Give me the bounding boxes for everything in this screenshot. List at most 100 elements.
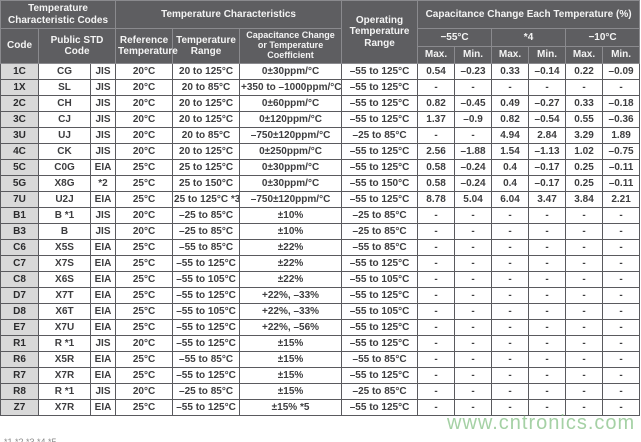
std-org-cell: EIA [89,255,117,272]
public-std-code-cell: CJ [38,111,91,128]
cap-change-value-cell: - [454,399,493,416]
cap-change-value-cell: - [602,287,641,304]
cap-change-value-cell: - [565,271,604,288]
public-std-code-cell: UJ [38,127,91,144]
cap-change-value-cell: - [528,399,567,416]
operating-range-cell: –55 to 125°C [341,287,419,304]
cap-change-value-cell: - [602,319,641,336]
cap-change-value-cell: - [565,351,604,368]
cap-change-value-cell: - [528,287,567,304]
temperature-range-cell: –55 to 105°C [172,271,241,288]
cap-change-value-cell: - [417,335,456,352]
public-std-code-cell: X6T [38,303,91,320]
code-cell: R8 [0,383,39,400]
reference-temperature-cell: 20°C [115,127,174,144]
reference-temperature-cell: 25°C [115,351,174,368]
operating-range-cell: –55 to 125°C [341,159,419,176]
cap-change-value-cell: - [565,239,604,256]
cap-change-value-cell: 0.33 [565,95,604,112]
temperature-range-cell: 25 to 125°C *3 [172,191,241,208]
code-cell: B1 [0,207,39,224]
temperature-range-cell: 25 to 150°C [172,175,241,192]
reference-temperature-cell: 20°C [115,207,174,224]
code-cell: 2C [0,95,39,112]
table-row: D7 X7T EIA 25°C –55 to 125°C +22%, –33% –55 to… [0,287,641,304]
reference-temperature-cell: 25°C [115,191,174,208]
public-std-code-cell: R *1 [38,383,91,400]
public-std-code-cell: X7U [38,319,91,336]
table-row: D8 X6T EIA 25°C –55 to 105°C +22%, –33% –55 to… [0,303,641,320]
cap-change-value-cell: - [565,287,604,304]
std-org-cell: EIA [89,287,117,304]
cap-change-value-cell: - [528,383,567,400]
capacitance-change-cell: 0±30ppm/°C [239,175,343,192]
reference-temperature-cell: 25°C [115,399,174,416]
table-row: 5G X8G *2 25°C 25 to 150°C 0±30ppm/°C –55 to 1… [0,175,641,192]
cap-change-value-cell: - [602,223,641,240]
public-std-code-cell: B [38,223,91,240]
cap-change-value-cell: - [565,335,604,352]
public-std-code-cell: U2J [38,191,91,208]
cap-change-value-cell: - [454,239,493,256]
cap-change-value-cell: - [454,207,493,224]
public-std-code-cell: CG [38,63,91,80]
code-cell: C8 [0,271,39,288]
temperature-range-cell: 20 to 125°C [172,111,241,128]
code-cell: E7 [0,319,39,336]
header-min: Min. [528,46,567,64]
cap-change-value-cell: 0.49 [491,95,530,112]
code-cell: 3U [0,127,39,144]
cap-change-value-cell: 0.54 [417,63,456,80]
temperature-range-cell: –55 to 125°C [172,319,241,336]
capacitance-change-cell: 0±30ppm/°C [239,63,343,80]
code-cell: D8 [0,303,39,320]
cap-change-value-cell: - [454,127,493,144]
reference-temperature-cell: 25°C [115,303,174,320]
operating-range-cell: –25 to 85°C [341,207,419,224]
header-min: Min. [602,46,641,64]
std-org-cell: JIS [89,143,117,160]
cap-change-value-cell: 0.58 [417,175,456,192]
header-capacitance-change-or-coefficient: Capacitance Change or Temperature Coeffi… [239,28,343,64]
reference-temperature-cell: 25°C [115,271,174,288]
cap-change-value-cell: 2.21 [602,191,641,208]
reference-temperature-cell: 20°C [115,143,174,160]
capacitance-change-cell: 0±30ppm/°C [239,159,343,176]
cap-change-value-cell: - [565,207,604,224]
footnote-clipped-text: *1 *2 *3 *4 *5 [4,437,57,442]
std-org-cell: JIS [89,207,117,224]
cap-change-value-cell: - [417,255,456,272]
cap-change-value-cell: –0.11 [602,175,641,192]
cap-change-value-cell: 3.29 [565,127,604,144]
public-std-code-cell: CH [38,95,91,112]
code-cell: 3C [0,111,39,128]
cap-change-value-cell: 0.82 [491,111,530,128]
cap-change-value-cell: –0.23 [454,63,493,80]
code-cell: C7 [0,255,39,272]
operating-range-cell: –55 to 125°C [341,399,419,416]
capacitance-change-cell: –750±120ppm/°C [239,127,343,144]
temperature-characteristics-table: Temperature Characteristic Codes Tempera… [0,0,641,416]
capacitance-change-cell: 0±120ppm/°C [239,111,343,128]
cap-change-value-cell: - [491,383,530,400]
cap-change-value-cell: - [528,223,567,240]
reference-temperature-cell: 20°C [115,95,174,112]
operating-range-cell: –55 to 85°C [341,351,419,368]
cap-change-value-cell: - [417,287,456,304]
table-row: R6 X5R EIA 25°C –55 to 85°C ±15% –55 to 85°C - -… [0,351,641,368]
cap-change-value-cell: 1.54 [491,143,530,160]
cap-change-value-cell: - [602,399,641,416]
code-cell: 1C [0,63,39,80]
cap-change-value-cell: –0.24 [454,175,493,192]
cap-change-value-cell: - [528,207,567,224]
cap-change-value-cell: 3.84 [565,191,604,208]
code-cell: 7U [0,191,39,208]
cap-change-value-cell: - [417,399,456,416]
reference-temperature-cell: 20°C [115,63,174,80]
reference-temperature-cell: 20°C [115,223,174,240]
public-std-code-cell: X5R [38,351,91,368]
cap-change-value-cell: - [454,303,493,320]
operating-range-cell: –55 to 125°C [341,255,419,272]
code-cell: 5G [0,175,39,192]
cap-change-value-cell: - [528,319,567,336]
